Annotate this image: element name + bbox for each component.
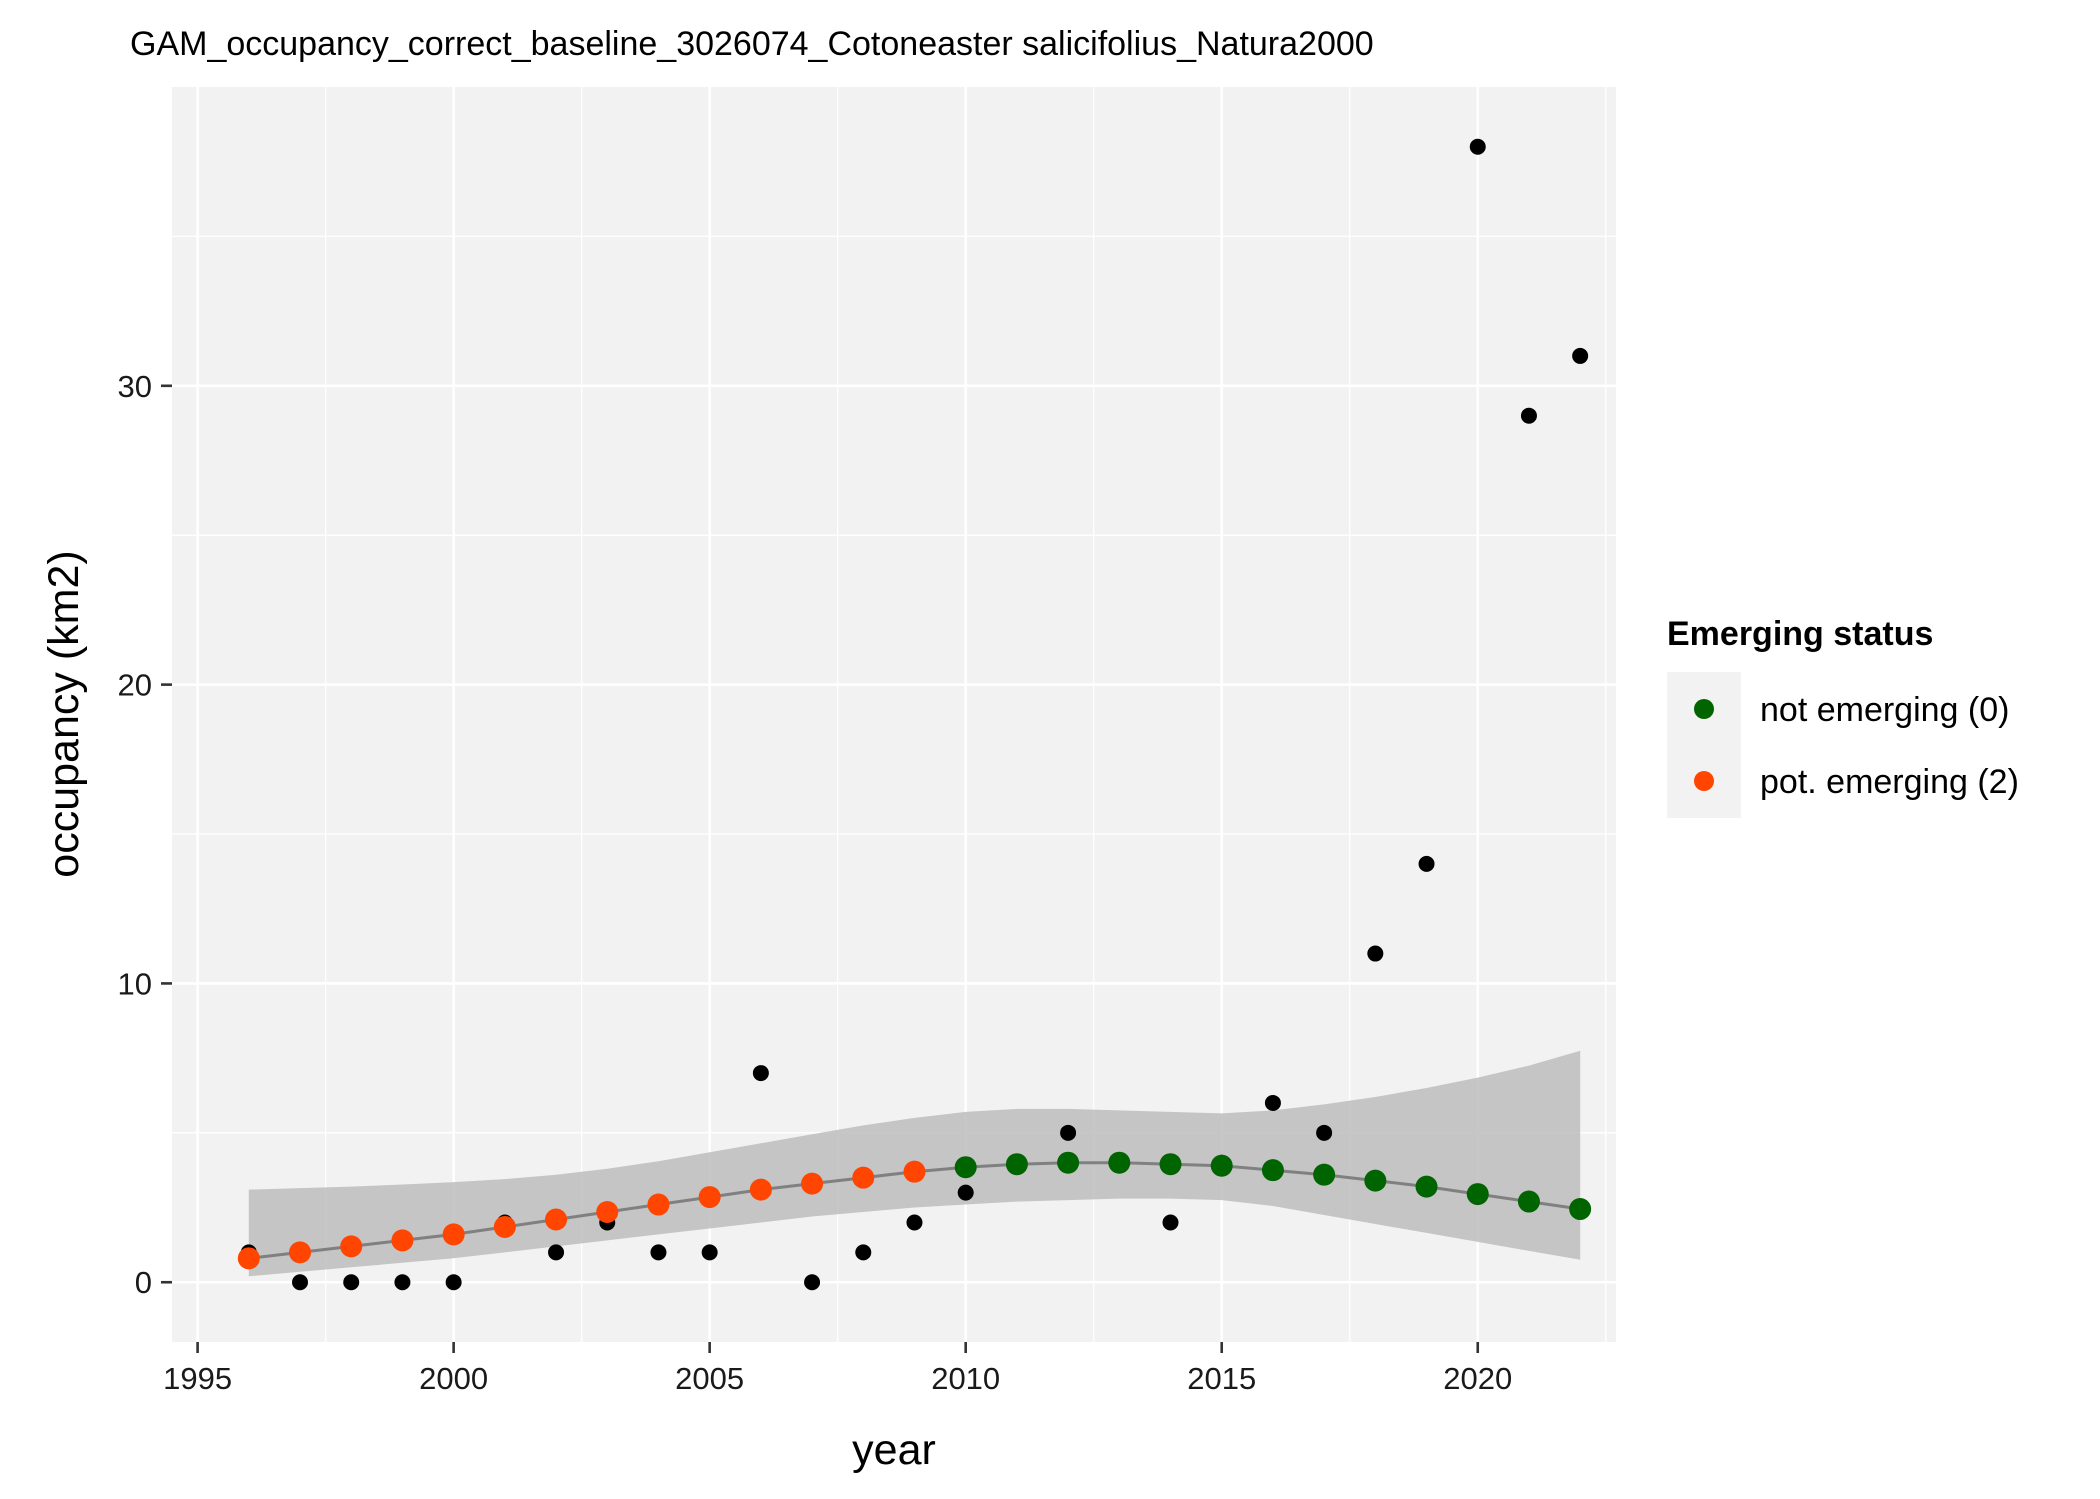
observed-point bbox=[957, 1184, 974, 1201]
observed-point bbox=[1367, 945, 1384, 962]
observed-point bbox=[1162, 1214, 1179, 1231]
legend-title: Emerging status bbox=[1667, 615, 1933, 653]
fitted-point bbox=[237, 1247, 260, 1270]
y-tick-label: 20 bbox=[118, 668, 152, 703]
x-tick-label: 2005 bbox=[675, 1361, 744, 1396]
y-tick-label: 30 bbox=[118, 369, 152, 404]
fitted-point bbox=[1517, 1190, 1540, 1213]
observed-point bbox=[1316, 1124, 1333, 1141]
fitted-point bbox=[391, 1229, 414, 1252]
x-axis-label: year bbox=[852, 1426, 936, 1474]
fitted-point bbox=[1108, 1151, 1131, 1174]
y-axis: 0 10 20 30 bbox=[118, 369, 172, 1300]
fitted-point bbox=[1159, 1153, 1182, 1176]
fitted-point bbox=[903, 1160, 926, 1183]
y-tick-label: 10 bbox=[118, 966, 152, 1001]
fitted-point bbox=[1261, 1159, 1284, 1182]
fitted-point bbox=[698, 1186, 721, 1209]
chart-title: GAM_occupancy_correct_baseline_3026074_C… bbox=[130, 25, 1374, 63]
observed-point bbox=[1418, 855, 1435, 872]
legend: Emerging status not emerging (0) pot. em… bbox=[1667, 615, 2019, 818]
observed-point bbox=[1264, 1094, 1281, 1111]
fitted-point bbox=[493, 1215, 516, 1238]
grid-major bbox=[172, 87, 1616, 1342]
x-axis: 1995 2000 2005 2010 2015 2020 bbox=[163, 1342, 1512, 1396]
observed-point bbox=[906, 1214, 923, 1231]
legend-key-pot-emerging bbox=[1694, 771, 1714, 791]
fitted-point bbox=[647, 1193, 670, 1216]
x-tick-label: 2000 bbox=[419, 1361, 488, 1396]
fitted-point bbox=[340, 1235, 363, 1258]
fitted-point bbox=[1210, 1154, 1233, 1177]
fitted-point bbox=[954, 1156, 977, 1179]
fitted-point bbox=[1364, 1169, 1387, 1192]
y-tick-label: 0 bbox=[135, 1265, 152, 1300]
observed-point bbox=[855, 1244, 872, 1261]
fitted-point bbox=[1415, 1175, 1438, 1198]
fitted-point bbox=[442, 1223, 465, 1246]
observed-point bbox=[650, 1244, 667, 1261]
observed-point bbox=[292, 1274, 309, 1291]
fitted-point bbox=[289, 1241, 312, 1264]
observed-point bbox=[1572, 347, 1589, 364]
observed-point bbox=[752, 1065, 769, 1082]
observed-point bbox=[548, 1244, 565, 1261]
x-tick-label: 2020 bbox=[1443, 1361, 1512, 1396]
legend-key-not-emerging bbox=[1694, 699, 1714, 719]
observed-point bbox=[1469, 138, 1486, 155]
legend-label-not-emerging: not emerging (0) bbox=[1760, 691, 2009, 729]
fitted-point bbox=[1466, 1183, 1489, 1206]
observed-point bbox=[394, 1274, 411, 1291]
fitted-point bbox=[596, 1201, 619, 1224]
x-tick-label: 2010 bbox=[931, 1361, 1000, 1396]
x-tick-label: 1995 bbox=[163, 1361, 232, 1396]
y-axis-label: occupancy (km2) bbox=[40, 550, 88, 877]
fitted-point bbox=[801, 1172, 824, 1195]
legend-label-pot-emerging: pot. emerging (2) bbox=[1760, 763, 2019, 801]
fitted-point bbox=[1313, 1163, 1336, 1186]
legend-key-background bbox=[1667, 672, 1741, 818]
observed-point bbox=[1060, 1124, 1077, 1141]
observed-point bbox=[701, 1244, 718, 1261]
fitted-point bbox=[545, 1208, 568, 1231]
observed-point bbox=[445, 1274, 462, 1291]
fitted-point bbox=[852, 1166, 875, 1189]
fitted-point bbox=[749, 1178, 772, 1201]
observed-point bbox=[343, 1274, 360, 1291]
observed-point bbox=[804, 1274, 821, 1291]
fitted-point bbox=[1057, 1151, 1080, 1174]
observed-point bbox=[1520, 407, 1537, 424]
fitted-point bbox=[1005, 1153, 1028, 1176]
fitted-point bbox=[1569, 1198, 1592, 1221]
x-tick-label: 2015 bbox=[1187, 1361, 1256, 1396]
fitted-points-layer bbox=[237, 1151, 1592, 1270]
